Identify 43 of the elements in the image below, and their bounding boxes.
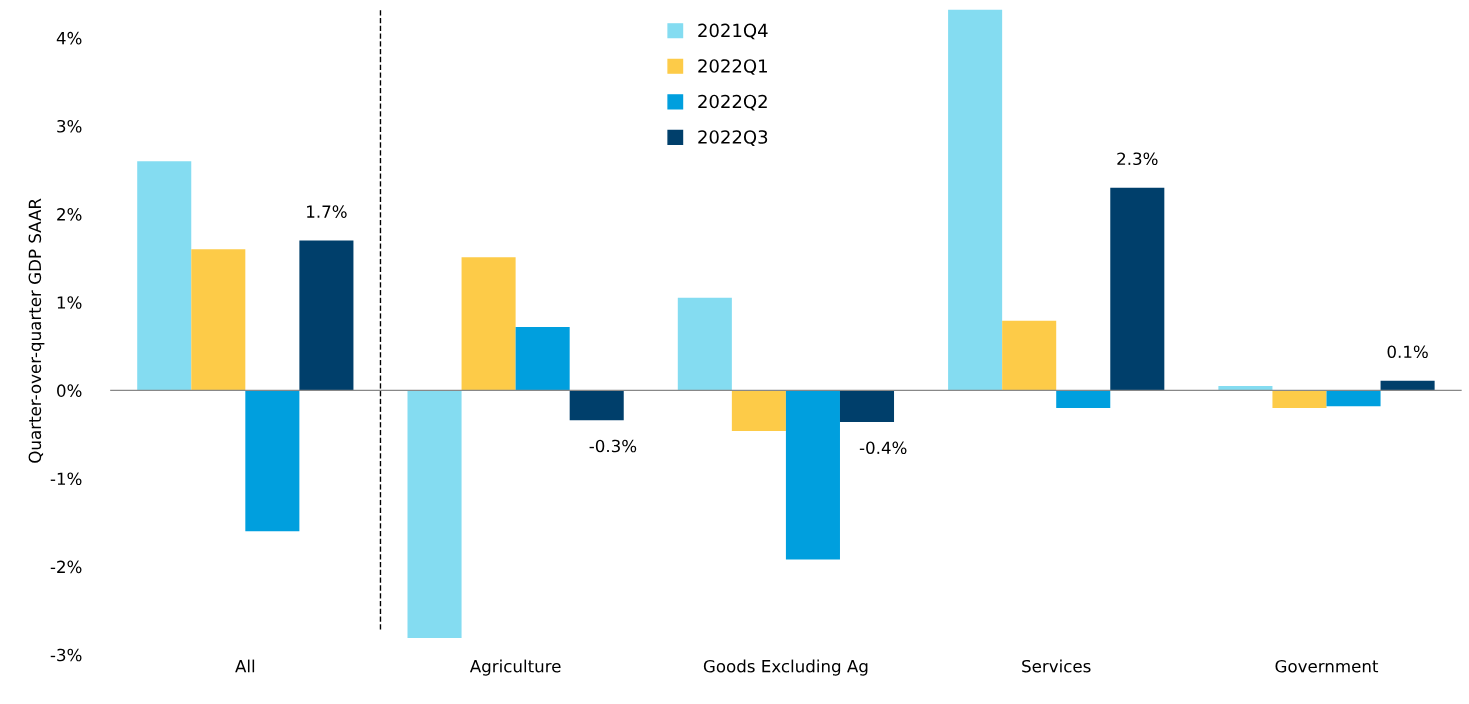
- bar: [407, 390, 462, 638]
- y-tick-label: 3%: [57, 119, 82, 133]
- bar: [839, 390, 895, 423]
- data-label: 1.7%: [307, 205, 347, 218]
- bar: [731, 390, 786, 431]
- bar: [948, 9, 1003, 391]
- y-tick-label: 0%: [57, 384, 82, 397]
- bar: [1110, 187, 1165, 391]
- bar: [677, 297, 732, 391]
- y-tick-label: -3%: [50, 648, 82, 662]
- bar: [1272, 390, 1327, 408]
- legend-label: 2022Q1: [698, 59, 767, 75]
- bar: [1380, 380, 1435, 391]
- bar: [245, 390, 300, 532]
- y-tick-label: 1%: [57, 296, 82, 309]
- bar: [191, 249, 246, 391]
- x-tick-label: Goods Excluding Ag: [703, 659, 868, 676]
- y-axis-title: Quarter-over-quarter GDP SAAR: [28, 198, 45, 463]
- legend-label: 2022Q3: [698, 130, 768, 146]
- y-tick-label: -1%: [50, 472, 82, 486]
- x-tick-label: Government: [1275, 659, 1379, 673]
- bar: [1326, 390, 1381, 407]
- bar: [461, 257, 516, 391]
- bar: [515, 326, 570, 391]
- y-tick-label: 4%: [56, 31, 82, 45]
- x-tick-label: Agriculture: [469, 659, 561, 676]
- data-label: -0.3%: [589, 439, 637, 453]
- data-label: 0.1%: [1387, 345, 1428, 359]
- bar: [1002, 320, 1057, 391]
- y-tick-label: 2%: [57, 208, 82, 221]
- bar: [299, 240, 354, 391]
- data-label: -0.4%: [859, 441, 907, 455]
- bar: [1218, 385, 1273, 391]
- legend-label: 2021Q4: [698, 23, 768, 40]
- data-label: 2.3%: [1117, 152, 1158, 166]
- y-tick-label: -2%: [50, 560, 82, 574]
- bar: [569, 390, 624, 421]
- x-tick-label: All: [235, 659, 255, 673]
- bar: [137, 161, 192, 391]
- bar: [1056, 390, 1111, 408]
- legend-label: 2022Q2: [698, 94, 767, 111]
- bar: [785, 390, 840, 560]
- x-tick-label: Services: [1022, 659, 1091, 673]
